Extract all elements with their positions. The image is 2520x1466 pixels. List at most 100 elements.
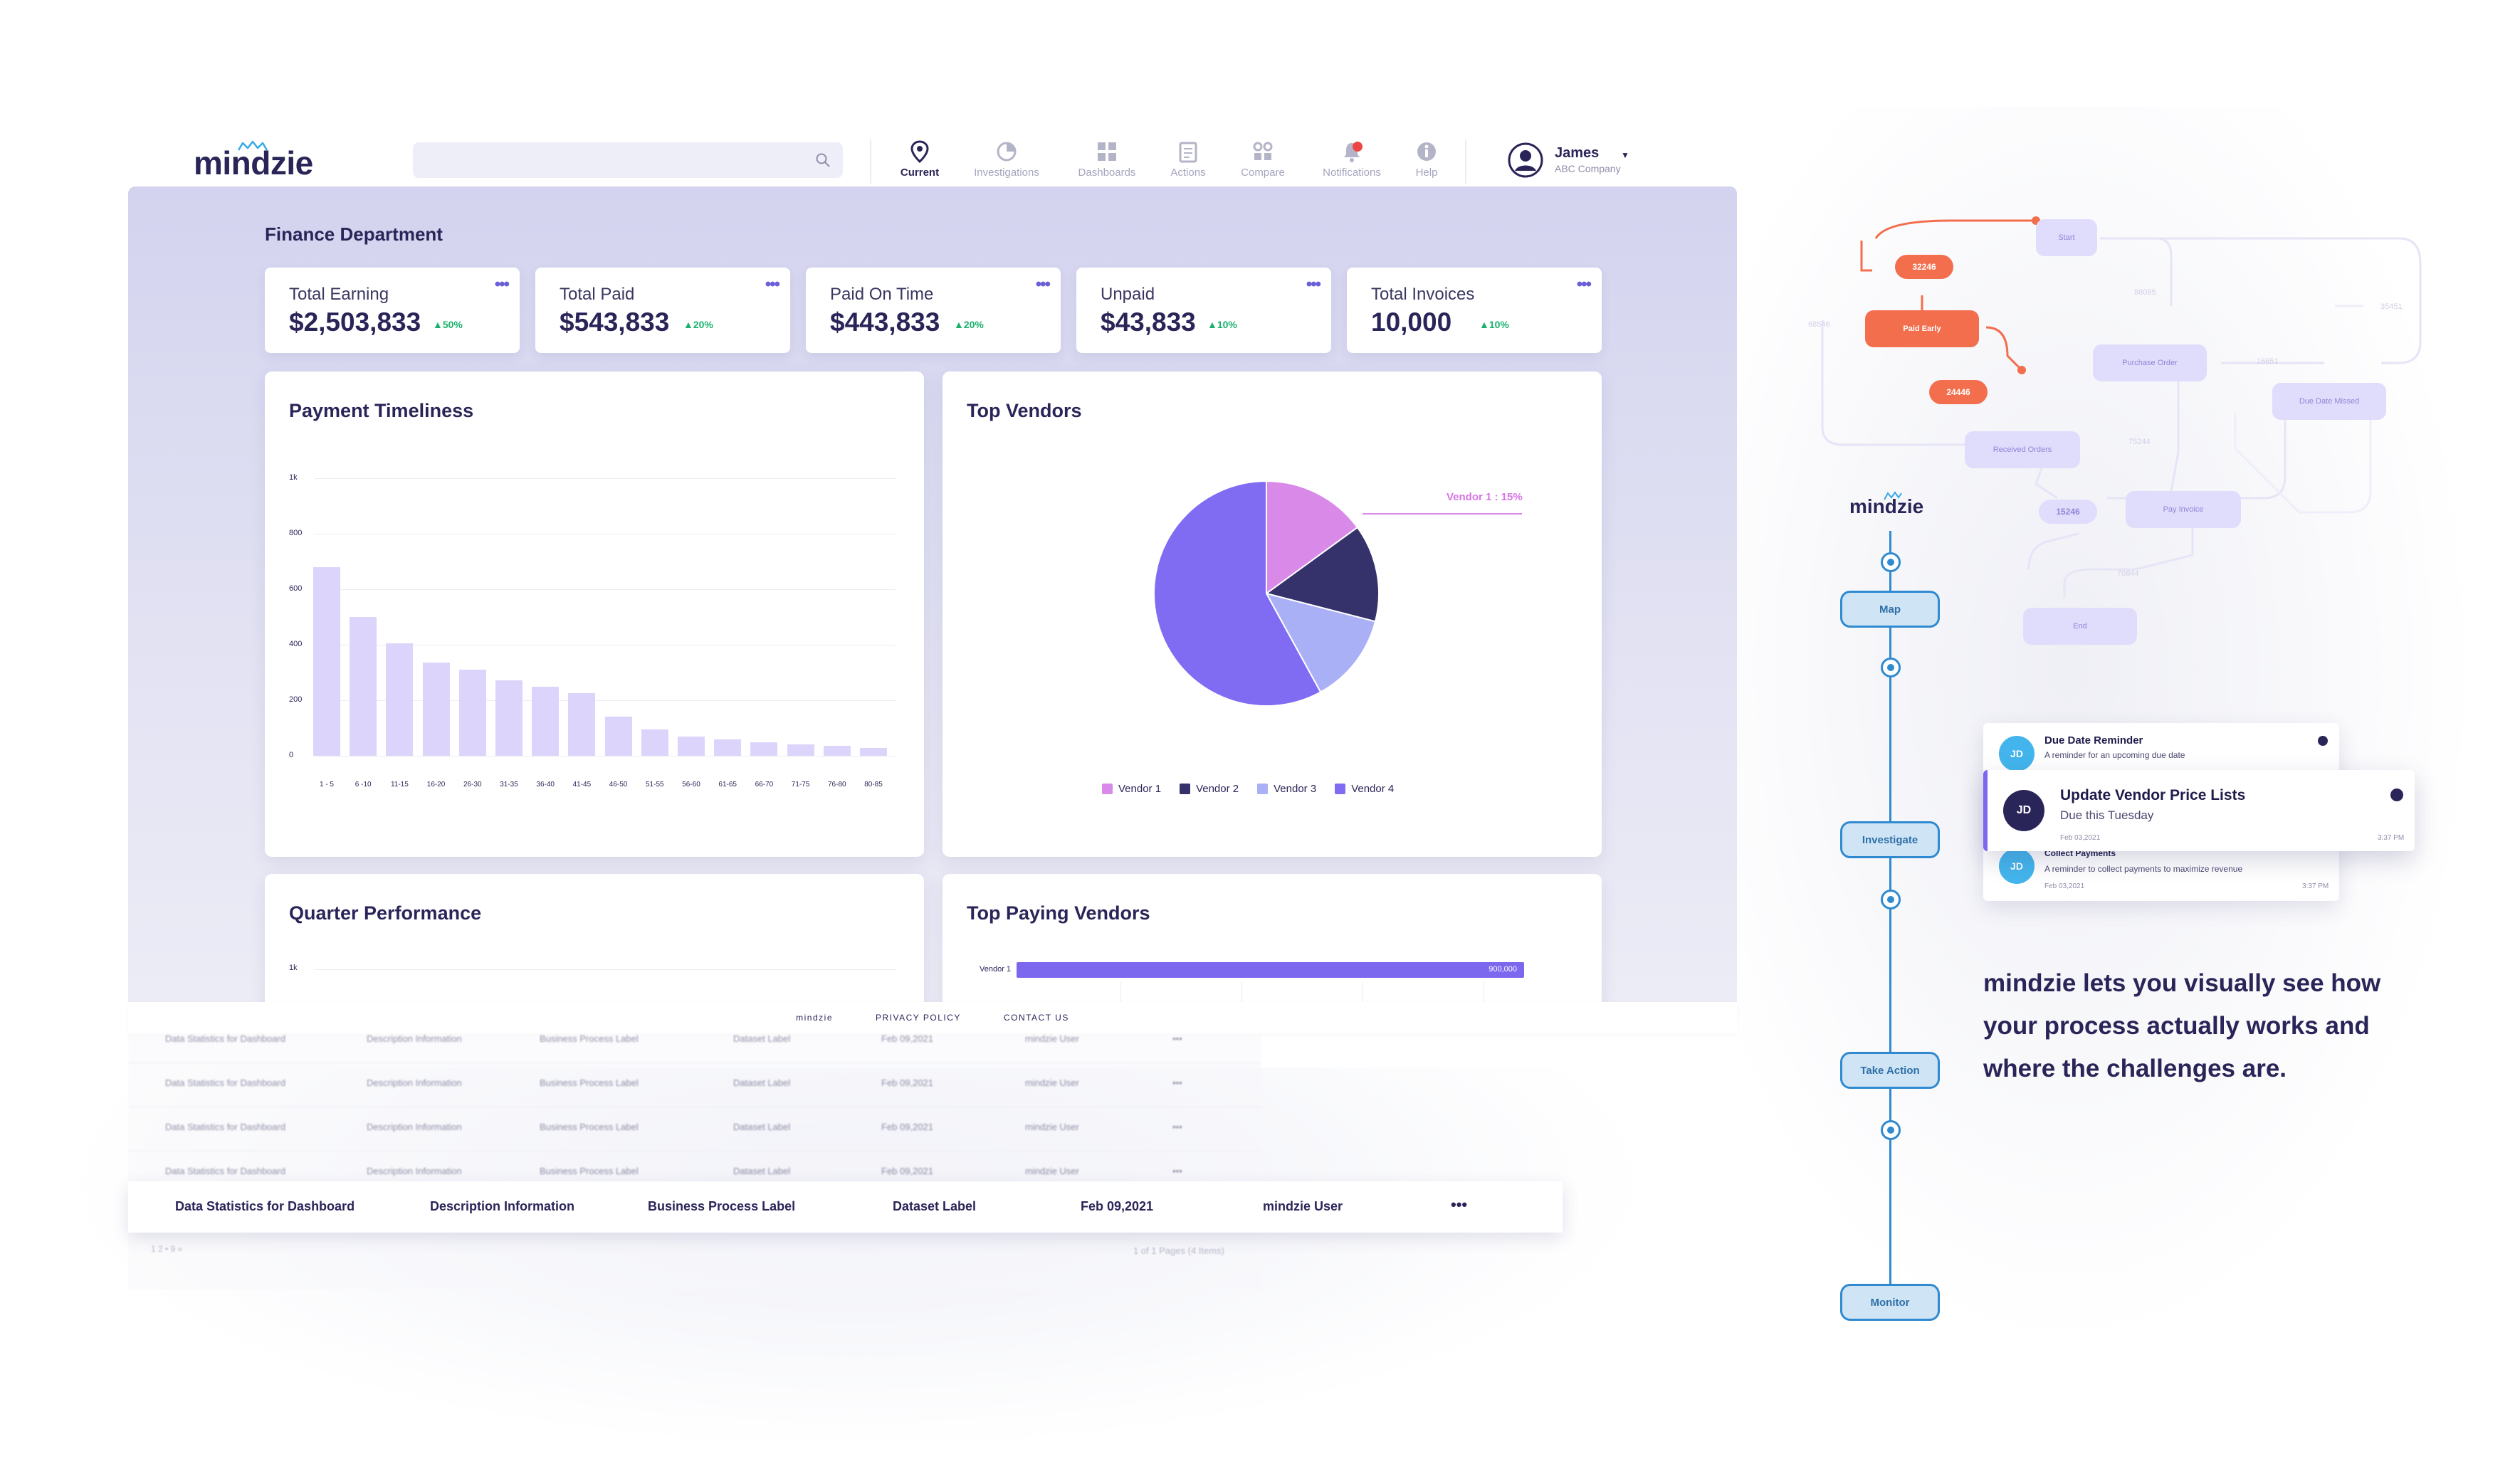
contact-us-link[interactable]: CONTACT US xyxy=(1003,1013,1069,1023)
user-name[interactable]: James xyxy=(1555,145,1600,161)
bar[interactable] xyxy=(860,748,887,756)
kpi-card-total-earning[interactable]: Total Earning $2,503,833 ▲50% ••• xyxy=(265,268,520,353)
x-tick-label: 71-75 xyxy=(791,781,810,789)
mindzie-logo[interactable]: mindzie xyxy=(194,144,313,181)
process-node-received-orders[interactable]: Received Orders xyxy=(1965,431,2080,468)
pie-slice[interactable] xyxy=(1153,480,1322,707)
pagination[interactable]: 1 2 • 9 » xyxy=(151,1244,183,1254)
bar[interactable] xyxy=(750,742,778,756)
more-options-icon[interactable]: ••• xyxy=(1035,275,1051,294)
kpi-card-total-paid[interactable]: Total Paid $543,833 ▲20% ••• xyxy=(535,268,790,353)
x-tick-label: 26-30 xyxy=(463,781,482,789)
bar[interactable] xyxy=(386,643,414,756)
bar[interactable] xyxy=(350,617,377,756)
bar[interactable] xyxy=(714,739,742,756)
dashboard-grid-icon xyxy=(1095,139,1119,164)
table-cell: Feb 09,2021 xyxy=(881,1166,934,1176)
more-options-icon[interactable]: ••• xyxy=(765,275,780,294)
table-cell: Dataset Label xyxy=(733,1122,791,1132)
pie-slice[interactable] xyxy=(1266,480,1359,595)
process-node-purchase-order[interactable]: Purchase Order xyxy=(2093,344,2207,381)
top-vendors-pie xyxy=(1153,480,1522,707)
more-options-icon[interactable]: ••• xyxy=(1306,275,1321,294)
bar[interactable] xyxy=(641,729,668,756)
frequency-pill[interactable]: 32246 xyxy=(1895,255,1953,279)
more-options-icon[interactable]: ••• xyxy=(1451,1196,1468,1213)
bar[interactable] xyxy=(532,686,560,756)
table-cell: Description Information xyxy=(367,1166,462,1176)
frequency-pill[interactable]: 24446 xyxy=(1929,380,1988,404)
notification-title: Due Date Reminder xyxy=(2044,734,2143,747)
bar[interactable] xyxy=(458,670,486,756)
user-avatar-icon[interactable] xyxy=(1508,142,1543,178)
bar[interactable] xyxy=(313,566,340,756)
table-row-highlighted[interactable]: Data Statistics for Dashboard Descriptio… xyxy=(128,1181,1563,1233)
bar[interactable] xyxy=(604,717,632,756)
table-cell: Data Statistics for Dashboard xyxy=(165,1033,286,1044)
bar-label: Vendor 1 xyxy=(980,965,1012,974)
chevron-down-icon[interactable]: ▼ xyxy=(1621,150,1629,160)
timeline-step-map[interactable]: Map xyxy=(1840,591,1940,628)
bar[interactable] xyxy=(568,693,596,756)
timeline-step-investigate[interactable]: Investigate xyxy=(1840,821,1940,858)
timeline-node xyxy=(1881,1120,1901,1140)
footer-logo[interactable]: mindzie xyxy=(796,1013,833,1023)
bar[interactable] xyxy=(823,746,851,756)
bar[interactable] xyxy=(787,744,814,756)
table-cell: Description Information xyxy=(367,1033,462,1044)
table-cell: Dataset Label xyxy=(733,1033,791,1044)
process-node-end[interactable]: End xyxy=(2023,608,2137,645)
kpi-card-unpaid[interactable]: Unpaid $43,833 ▲10% ••• xyxy=(1076,268,1331,353)
pie-slice[interactable] xyxy=(1264,526,1380,623)
table-row[interactable]: Data Statistics for Dashboard Descriptio… xyxy=(128,1063,1261,1107)
nav-label: Help xyxy=(1415,167,1438,179)
search-input[interactable] xyxy=(413,142,843,178)
timeline-step-monitor[interactable]: Monitor xyxy=(1840,1284,1940,1321)
process-node-pay-invoice[interactable]: Pay Invoice xyxy=(2126,491,2241,528)
process-node-due-date-missed[interactable]: Due Date Missed xyxy=(2272,383,2386,420)
more-options-icon[interactable]: ••• xyxy=(1576,275,1592,294)
legend-swatch xyxy=(1102,784,1113,794)
bar[interactable] xyxy=(678,736,705,756)
table-row[interactable]: Data Statistics for Dashboard Descriptio… xyxy=(128,1107,1261,1151)
table-cell: Feb 09,2021 xyxy=(881,1077,934,1088)
ghost-value: 75244 xyxy=(2128,438,2151,446)
nav-compare[interactable]: Compare xyxy=(1217,139,1309,179)
frequency-pill[interactable]: 15246 xyxy=(2039,500,2097,524)
bar[interactable] xyxy=(422,663,450,756)
more-options-icon[interactable]: ••• xyxy=(1172,1077,1182,1088)
nav-investigations[interactable]: Investigations xyxy=(960,139,1053,179)
gridline xyxy=(315,969,896,970)
table-row[interactable]: Data Statistics for Dashboard Descriptio… xyxy=(128,1019,1261,1063)
bar[interactable] xyxy=(495,680,523,756)
kpi-value: 10,000 xyxy=(1371,307,1452,337)
gridline xyxy=(315,700,896,701)
nav-notifications[interactable]: Notifications xyxy=(1306,139,1398,179)
kpi-label: Total Paid xyxy=(560,285,635,304)
more-options-icon[interactable]: ••• xyxy=(1172,1166,1182,1176)
legend-item: Vendor 3 xyxy=(1257,783,1316,795)
x-tick-label: 66-70 xyxy=(755,781,774,789)
more-options-icon[interactable]: ••• xyxy=(1172,1033,1182,1044)
table-cell: mindzie User xyxy=(1025,1166,1079,1176)
bell-icon xyxy=(1340,139,1364,164)
privacy-policy-link[interactable]: PRIVACY POLICY xyxy=(876,1013,961,1023)
compare-icon xyxy=(1251,139,1275,164)
process-node-start[interactable]: Start xyxy=(2036,219,2097,256)
vendor-bar[interactable]: 900,000 xyxy=(1017,962,1524,978)
kpi-card-paid-on-time[interactable]: Paid On Time $443,833 ▲20% ••• xyxy=(806,268,1061,353)
notification-featured[interactable]: JD Update Vendor Price Lists Due this Tu… xyxy=(1983,770,2415,851)
nav-help[interactable]: Help xyxy=(1380,139,1473,179)
kpi-card-total-invoices[interactable]: Total Invoices 10,000 ▲10% ••• xyxy=(1347,268,1602,353)
nav-actions[interactable]: Actions xyxy=(1142,139,1234,179)
nav-current[interactable]: Current xyxy=(873,139,966,179)
y-tick-label: 1k xyxy=(289,964,298,972)
table-cell: mindzie User xyxy=(1025,1033,1079,1044)
more-options-icon[interactable]: ••• xyxy=(1172,1122,1182,1132)
pie-slice[interactable] xyxy=(1265,592,1377,693)
nav-dashboards[interactable]: Dashboards xyxy=(1061,139,1153,179)
timeline-step-take-action[interactable]: Take Action xyxy=(1840,1052,1940,1089)
process-node-paid-early[interactable]: Paid Early xyxy=(1865,310,1979,347)
more-options-icon[interactable]: ••• xyxy=(494,275,510,294)
kpi-delta: ▲20% xyxy=(683,319,713,330)
